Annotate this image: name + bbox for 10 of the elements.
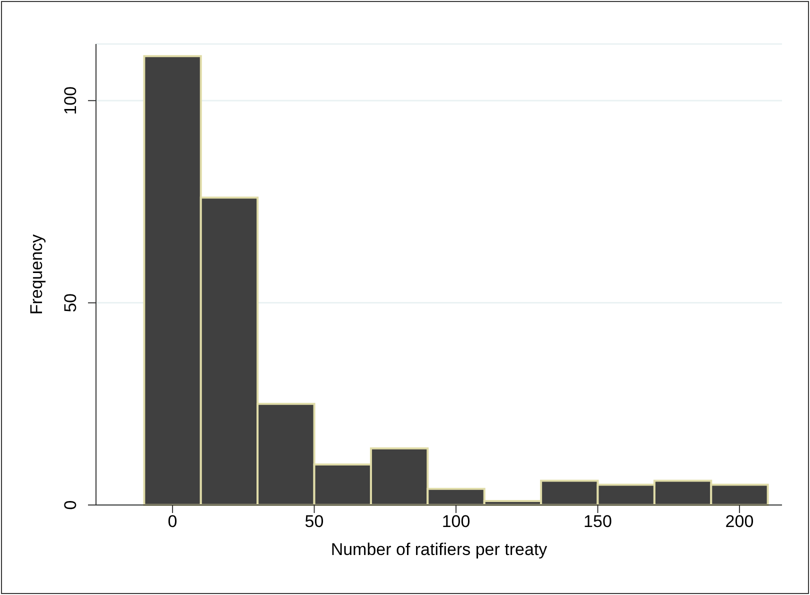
y-tick-label: 100 bbox=[61, 86, 80, 115]
x-tick-label: 50 bbox=[304, 512, 324, 532]
x-tick-label: 0 bbox=[168, 512, 178, 532]
x-tick-label: 100 bbox=[442, 512, 470, 532]
x-tick-label: 150 bbox=[584, 512, 612, 532]
y-tick-label: 0 bbox=[61, 500, 80, 510]
y-tick-label: 50 bbox=[61, 293, 80, 312]
y-axis-title: Frequency bbox=[27, 234, 46, 315]
x-axis-title: Number of ratifiers per treaty bbox=[330, 540, 548, 559]
x-tick-label: 200 bbox=[725, 512, 754, 532]
